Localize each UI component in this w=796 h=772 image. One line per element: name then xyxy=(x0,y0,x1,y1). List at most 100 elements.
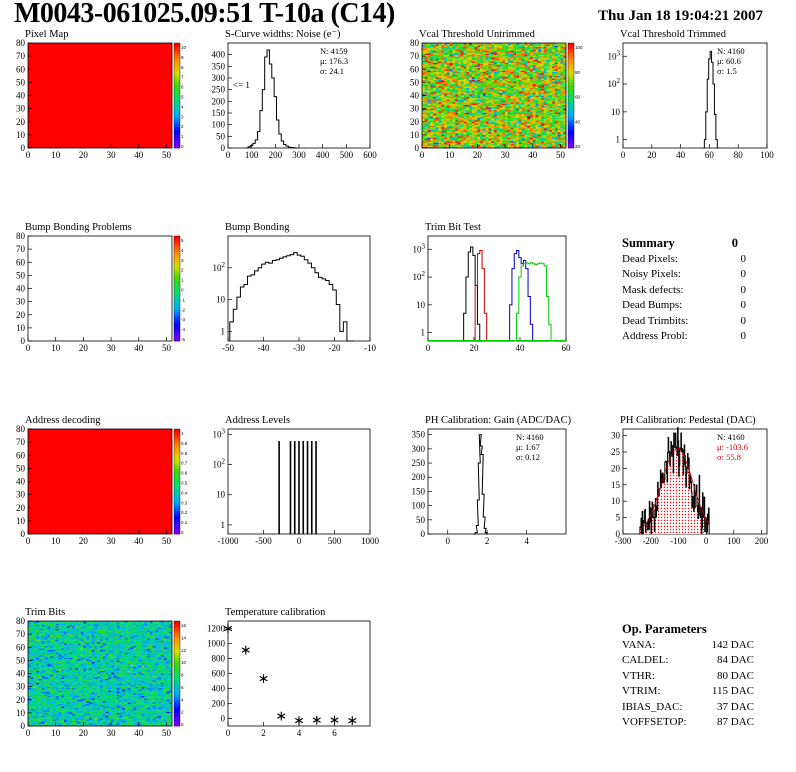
heatmap-cell xyxy=(455,91,459,94)
heatmap-cell xyxy=(28,690,31,693)
heatmap-cell xyxy=(427,121,431,124)
heatmap-cell xyxy=(466,134,470,137)
heatmap-cell xyxy=(433,53,437,56)
heatmap-cell xyxy=(36,677,40,679)
heatmap-cell xyxy=(496,58,500,61)
heatmap-cell xyxy=(485,79,489,82)
heatmap-cell xyxy=(530,85,533,87)
heatmap-cell xyxy=(524,115,528,117)
heatmap-cell xyxy=(546,52,550,54)
heatmap-cell xyxy=(460,60,464,62)
heatmap-cell xyxy=(560,88,564,91)
heatmap-cell xyxy=(552,85,556,87)
heatmap-cell xyxy=(441,48,445,50)
heatmap-cell xyxy=(28,676,31,678)
heatmap-cell xyxy=(552,137,556,140)
heatmap-cell xyxy=(518,75,522,78)
heatmap-cell xyxy=(449,61,453,63)
heatmap-cell xyxy=(530,104,533,107)
heatmap-cell xyxy=(33,689,37,691)
heatmap-cell xyxy=(471,85,475,87)
heatmap-cell xyxy=(524,85,528,87)
heatmap-cell xyxy=(469,109,473,112)
heatmap-cell xyxy=(36,701,40,703)
heatmap-cell xyxy=(518,107,522,109)
heatmap-cell xyxy=(444,78,448,80)
heatmap-cell xyxy=(554,100,558,103)
heatmap-cell xyxy=(458,58,461,61)
heatmap-cell xyxy=(552,65,556,67)
heatmap-cell xyxy=(543,60,547,62)
heatmap-cell xyxy=(33,715,37,718)
heatmap-cell xyxy=(554,107,558,109)
heatmap-cell xyxy=(444,75,448,78)
heatmap-cell xyxy=(444,146,448,149)
heatmap-cell xyxy=(507,98,511,100)
heatmap-cell xyxy=(557,133,561,136)
heatmap-cell xyxy=(446,64,450,66)
heatmap-cell xyxy=(507,108,511,111)
heatmap-cell xyxy=(488,106,492,108)
heatmap-cell xyxy=(563,96,567,99)
heatmap-cell xyxy=(444,130,448,133)
heatmap-cell xyxy=(549,146,553,149)
heatmap-cell xyxy=(28,626,31,628)
heatmap-cell xyxy=(474,121,478,124)
heatmap-cell xyxy=(516,53,520,56)
heatmap-cell xyxy=(543,79,547,82)
heatmap-cell xyxy=(491,108,495,111)
heatmap-cell xyxy=(538,128,542,130)
heatmap-cell xyxy=(518,48,522,50)
heatmap-cell xyxy=(430,44,434,46)
heatmap-cell xyxy=(469,56,473,58)
heatmap-cell xyxy=(499,49,503,52)
heatmap-cell xyxy=(552,138,556,141)
heatmap-cell xyxy=(33,640,37,643)
heatmap-cell xyxy=(469,78,473,80)
heatmap-cell xyxy=(446,81,450,83)
heatmap-cell xyxy=(441,74,445,77)
palette-label: 0.6 xyxy=(181,471,188,476)
heatmap-cell xyxy=(422,108,425,111)
heatmap-cell xyxy=(427,116,431,119)
heatmap-cell xyxy=(430,81,434,83)
heatmap-cell xyxy=(471,92,475,95)
heatmap-cell xyxy=(485,75,489,78)
heatmap-cell xyxy=(427,102,431,104)
heatmap-cell xyxy=(518,136,522,138)
heatmap-cell xyxy=(422,112,425,115)
heatmap-cell xyxy=(491,77,495,79)
heatmap-cell xyxy=(485,57,489,59)
heatmap-cell xyxy=(477,111,481,113)
heatmap-cell xyxy=(430,54,434,57)
heatmap-cell xyxy=(546,64,550,66)
heatmap-cell xyxy=(438,56,442,58)
heatmap-cell xyxy=(510,117,514,120)
heatmap-cell xyxy=(30,636,34,639)
heatmap-cell xyxy=(435,109,439,112)
heatmap-cell xyxy=(422,81,425,83)
heatmap-cell xyxy=(532,86,536,88)
heatmap-cell xyxy=(557,130,561,133)
heatmap-cell xyxy=(466,92,470,95)
heatmap-cell xyxy=(499,83,503,86)
heatmap-cell xyxy=(433,133,437,136)
heatmap-cell xyxy=(433,115,437,117)
heatmap-cell xyxy=(496,134,500,137)
heatmap-cell xyxy=(502,144,506,146)
heatmap-cell xyxy=(560,78,564,80)
heatmap-cell xyxy=(505,79,509,82)
heatmap-cell xyxy=(549,90,553,92)
heatmap-cell xyxy=(496,142,500,145)
heatmap-cell xyxy=(485,43,489,45)
heatmap-cell xyxy=(28,643,31,645)
heatmap-cell xyxy=(541,128,545,130)
heatmap-cell xyxy=(521,69,525,71)
heatmap-cell xyxy=(455,106,459,108)
heatmap-cell xyxy=(494,123,497,125)
heatmap-cell xyxy=(427,134,431,137)
heatmap-cell xyxy=(424,92,428,95)
heatmap-cell xyxy=(518,109,522,112)
heatmap-cell xyxy=(36,661,40,664)
heatmap-cell xyxy=(554,127,558,129)
